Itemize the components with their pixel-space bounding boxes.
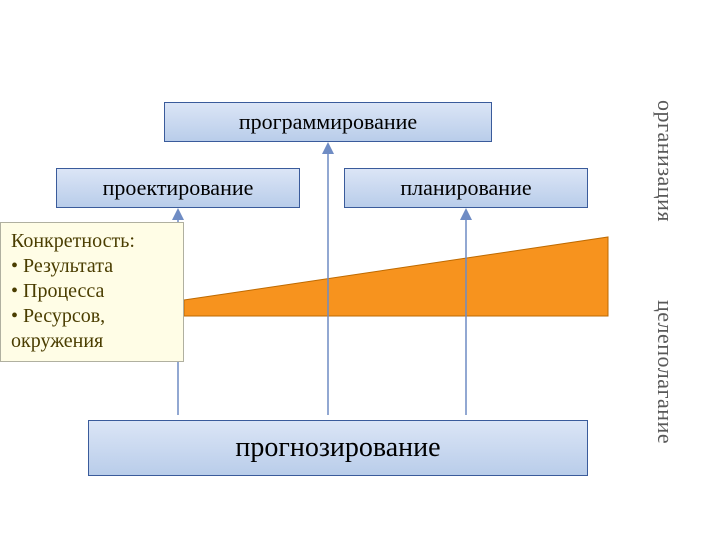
box-forecasting-label: прогнозирование	[235, 432, 440, 464]
diagram-stage: { "canvas": { "width": 720, "height": 54…	[0, 0, 720, 540]
note-concreteness: Конкретность: • Результата• Процесса• Ре…	[0, 222, 184, 362]
note-bullet: • Результата	[11, 254, 173, 279]
note-title: Конкретность:	[11, 229, 173, 254]
note-bullet: • Процесса	[11, 279, 173, 304]
note-bullets: • Результата• Процесса• Ресурсов, окруже…	[11, 254, 173, 354]
box-design-label: проектирование	[103, 175, 254, 201]
box-programming-label: программирование	[239, 109, 417, 135]
vlabel-goalsetting: целеполагание	[652, 300, 678, 515]
box-design: проектирование	[56, 168, 300, 208]
note-bullet: • Ресурсов, окружения	[11, 304, 173, 354]
box-planning-label: планирование	[400, 175, 531, 201]
box-forecasting: прогнозирование	[88, 420, 588, 476]
box-planning: планирование	[344, 168, 588, 208]
box-programming: программирование	[164, 102, 492, 142]
vlabel-organization: организация	[652, 100, 678, 290]
